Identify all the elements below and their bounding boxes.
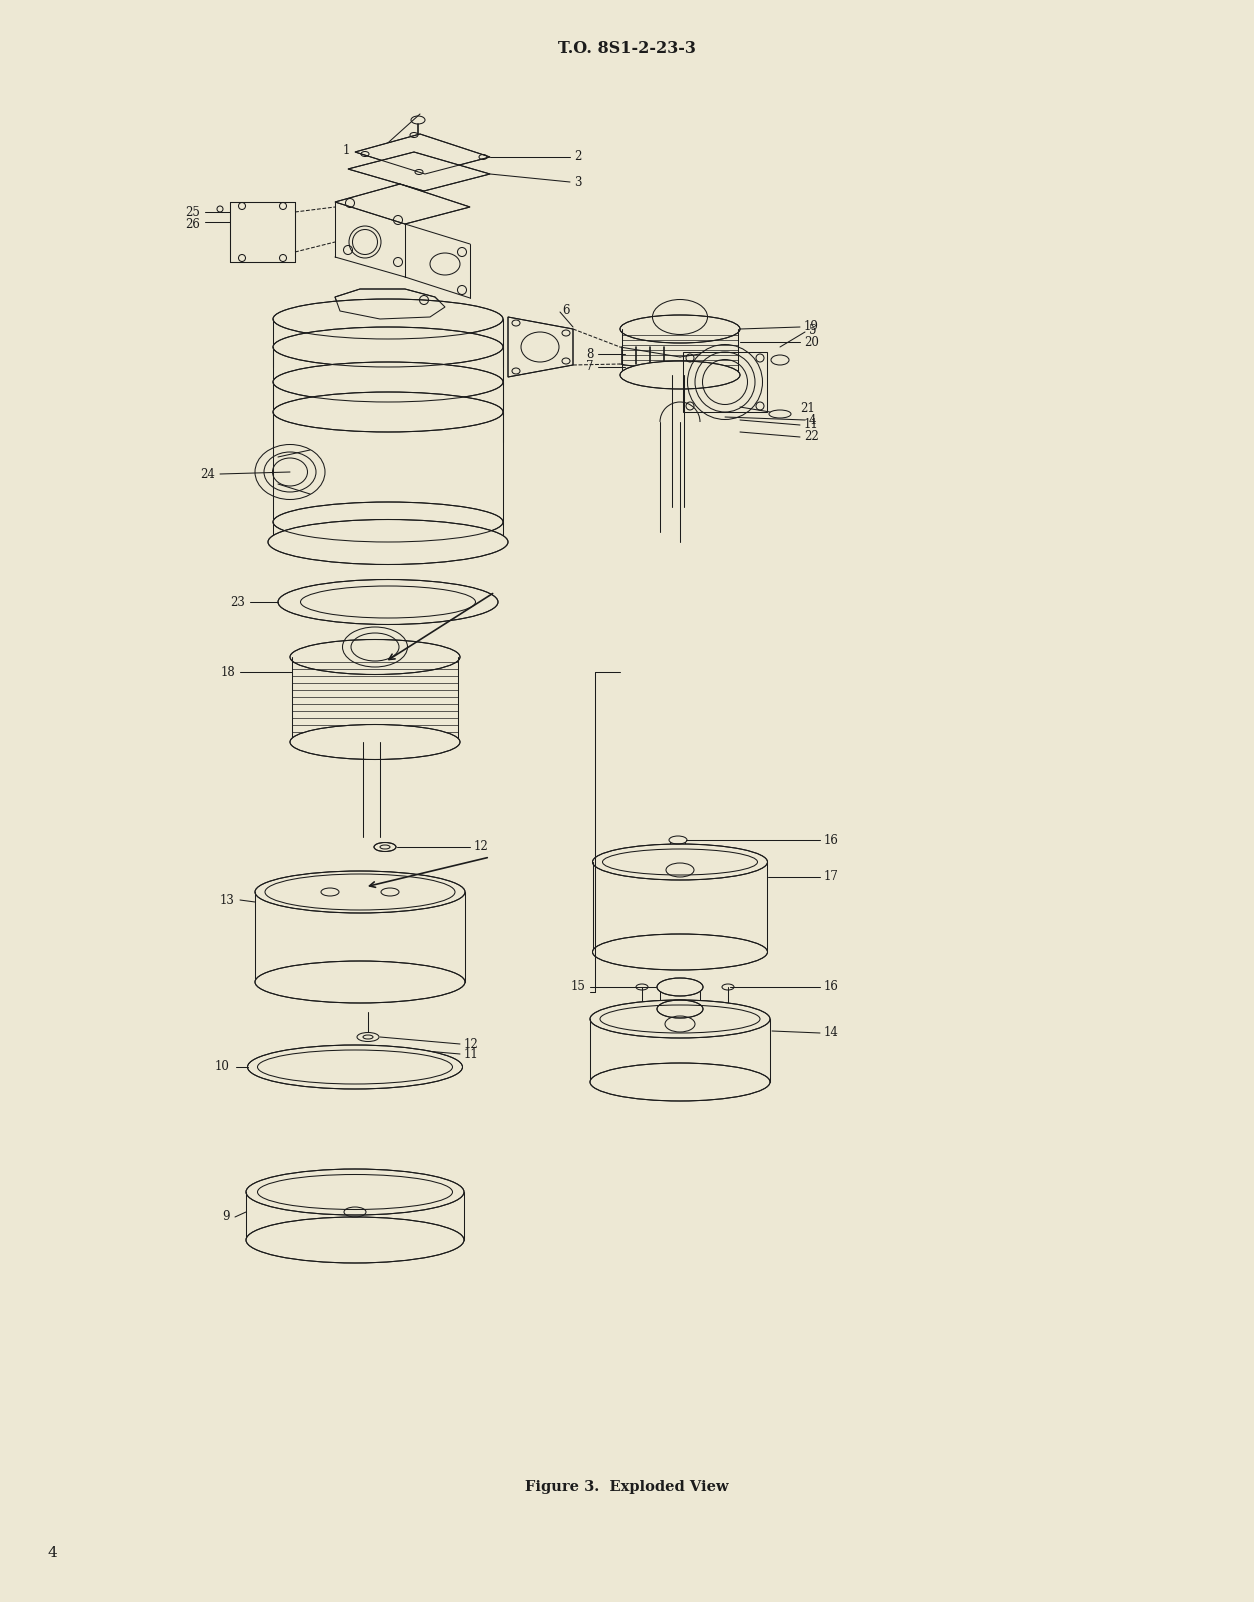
Text: 26: 26 bbox=[186, 218, 199, 231]
Ellipse shape bbox=[619, 360, 740, 389]
Text: 4: 4 bbox=[809, 413, 816, 426]
Ellipse shape bbox=[255, 871, 465, 913]
Ellipse shape bbox=[255, 961, 465, 1003]
Polygon shape bbox=[355, 135, 490, 175]
Ellipse shape bbox=[278, 580, 498, 625]
Ellipse shape bbox=[657, 977, 703, 996]
Ellipse shape bbox=[246, 1218, 464, 1262]
Text: 20: 20 bbox=[804, 335, 819, 349]
Text: 12: 12 bbox=[474, 841, 489, 854]
Ellipse shape bbox=[589, 1000, 770, 1038]
Text: 16: 16 bbox=[824, 833, 839, 846]
Text: 6: 6 bbox=[562, 303, 569, 317]
Text: 12: 12 bbox=[464, 1038, 479, 1051]
Ellipse shape bbox=[589, 1064, 770, 1101]
Ellipse shape bbox=[273, 392, 503, 433]
Text: 16: 16 bbox=[824, 980, 839, 993]
Text: 11: 11 bbox=[464, 1048, 479, 1061]
Text: 22: 22 bbox=[804, 431, 819, 444]
Text: T.O. 8S1-2-23-3: T.O. 8S1-2-23-3 bbox=[558, 40, 696, 58]
Ellipse shape bbox=[592, 844, 767, 879]
Text: 25: 25 bbox=[186, 205, 199, 218]
Polygon shape bbox=[349, 152, 490, 191]
Ellipse shape bbox=[273, 501, 503, 541]
Text: 5: 5 bbox=[809, 324, 816, 336]
Ellipse shape bbox=[657, 1000, 703, 1017]
Text: 11: 11 bbox=[804, 418, 819, 431]
Text: 14: 14 bbox=[824, 1027, 839, 1040]
Polygon shape bbox=[335, 288, 445, 319]
Ellipse shape bbox=[273, 327, 503, 367]
Text: 23: 23 bbox=[231, 596, 245, 609]
Ellipse shape bbox=[592, 934, 767, 969]
Ellipse shape bbox=[619, 316, 740, 343]
Ellipse shape bbox=[247, 1045, 463, 1089]
Text: 1: 1 bbox=[344, 144, 350, 157]
Text: 10: 10 bbox=[216, 1061, 229, 1073]
Ellipse shape bbox=[290, 724, 460, 759]
Polygon shape bbox=[335, 184, 470, 224]
Text: 15: 15 bbox=[571, 980, 586, 993]
Polygon shape bbox=[508, 317, 573, 376]
Text: 4: 4 bbox=[48, 1546, 58, 1560]
Text: 7: 7 bbox=[587, 360, 594, 373]
Text: 8: 8 bbox=[587, 348, 594, 360]
Ellipse shape bbox=[268, 519, 508, 564]
Text: 17: 17 bbox=[824, 870, 839, 883]
Ellipse shape bbox=[273, 300, 503, 340]
Text: 9: 9 bbox=[222, 1211, 229, 1224]
Ellipse shape bbox=[290, 639, 460, 674]
Ellipse shape bbox=[273, 362, 503, 402]
Text: 21: 21 bbox=[800, 402, 815, 415]
Ellipse shape bbox=[246, 1169, 464, 1214]
Text: 24: 24 bbox=[201, 468, 214, 481]
Text: 2: 2 bbox=[574, 151, 582, 163]
Text: 19: 19 bbox=[804, 320, 819, 333]
Text: 18: 18 bbox=[221, 665, 234, 679]
Text: 13: 13 bbox=[221, 894, 234, 907]
Text: Figure 3.  Exploded View: Figure 3. Exploded View bbox=[525, 1480, 729, 1495]
Polygon shape bbox=[229, 202, 295, 263]
Ellipse shape bbox=[374, 843, 396, 852]
Text: 3: 3 bbox=[574, 176, 582, 189]
